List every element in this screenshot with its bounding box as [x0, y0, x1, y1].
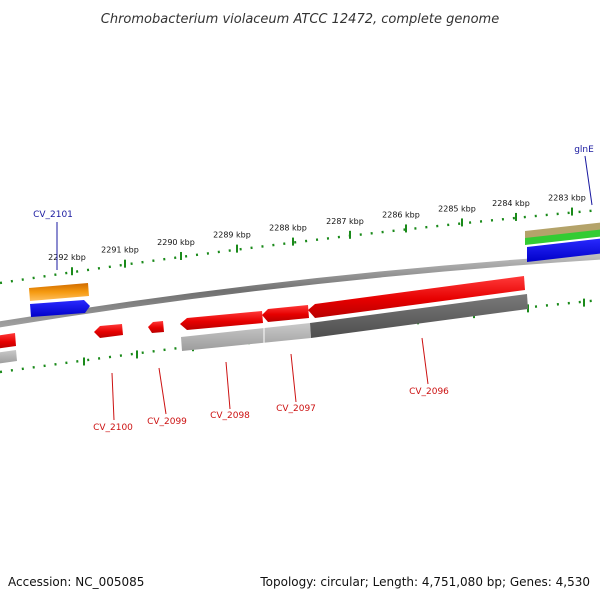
- glne-cds-bar[interactable]: [527, 238, 600, 262]
- tick-label: 2287 kbp: [326, 217, 364, 226]
- gene-label-cv2101[interactable]: CV_2101: [33, 210, 73, 220]
- gene-label-glne[interactable]: glnE: [574, 145, 594, 155]
- forward-tick-track: [0, 208, 600, 285]
- gene-label-cv2100[interactable]: CV_2100: [93, 423, 133, 433]
- cv2101-cds-arrow[interactable]: [30, 300, 90, 317]
- tick-label: 2290 kbp: [157, 238, 195, 247]
- label-leaders: [56, 155, 593, 421]
- glne-gene-bar-tan[interactable]: [525, 222, 600, 239]
- gene-label-cv2096[interactable]: CV_2096: [409, 387, 449, 397]
- cv2099-gene-arrow[interactable]: [148, 321, 164, 333]
- cv2098-gene-arrow[interactable]: [180, 311, 263, 330]
- gene-label-cv2097[interactable]: CV_2097: [276, 404, 316, 414]
- tick-label: 2288 kbp: [269, 224, 307, 233]
- reverse-features: [0, 276, 528, 364]
- accession-text: Accession: NC_005085: [8, 575, 144, 589]
- tick-label: 2284 kbp: [492, 199, 530, 208]
- cv2096-gene-arrow[interactable]: [308, 276, 525, 318]
- gene-label-cv2098[interactable]: CV_2098: [210, 411, 250, 421]
- tick-label: 2292 kbp: [48, 253, 86, 262]
- tick-label: 2289 kbp: [213, 231, 251, 240]
- left-edge-grey-feature[interactable]: [0, 350, 17, 364]
- cv2101-gene-bar[interactable]: [29, 283, 89, 301]
- tick-label: 2285 kbp: [438, 204, 476, 213]
- cv2097-gene-arrow[interactable]: [262, 305, 309, 322]
- left-edge-red-feature[interactable]: [0, 333, 16, 349]
- cv2100-gene-arrow[interactable]: [94, 324, 123, 338]
- dark-grey-cds-bar[interactable]: [310, 294, 528, 338]
- forward-features: [29, 222, 600, 317]
- glne-gene-bar-green[interactable]: [525, 229, 600, 245]
- map-title: Chromobacterium violaceum ATCC 12472, co…: [101, 12, 499, 27]
- light-grey-cds-bar[interactable]: [181, 323, 311, 351]
- major-ticks: 2292 kbp 2291 kbp 2290 kbp 2289 kbp 2288 kbp…: [48, 194, 586, 276]
- tick-label: 2283 kbp: [548, 194, 586, 203]
- tick-label: 2291 kbp: [101, 246, 139, 255]
- genome-summary-text: Topology: circular; Length: 4,751,080 bp…: [259, 575, 590, 589]
- gene-labels: CV_2101 glnE CV_2100 CV_2099 CV_2098 CV_…: [33, 145, 594, 433]
- tick-label: 2286 kbp: [382, 210, 420, 219]
- gene-label-cv2099[interactable]: CV_2099: [147, 417, 187, 427]
